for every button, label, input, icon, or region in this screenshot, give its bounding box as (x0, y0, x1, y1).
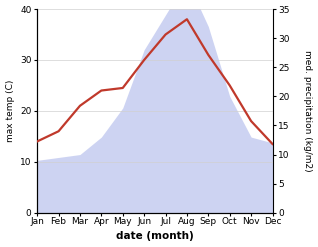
X-axis label: date (month): date (month) (116, 231, 194, 242)
Y-axis label: max temp (C): max temp (C) (5, 80, 15, 142)
Y-axis label: med. precipitation (kg/m2): med. precipitation (kg/m2) (303, 50, 313, 172)
